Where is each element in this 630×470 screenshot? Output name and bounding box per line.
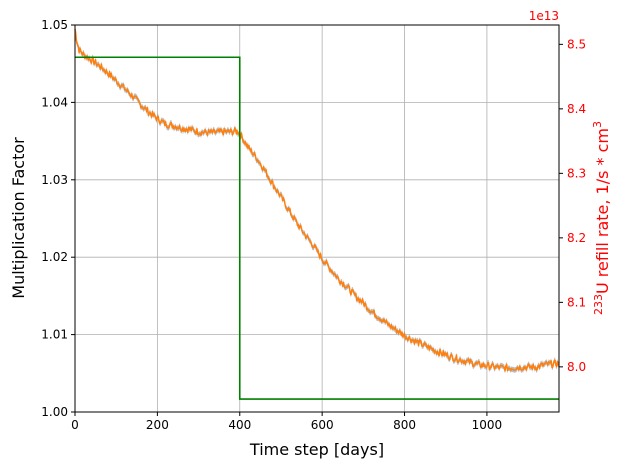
x-tick-label: 1000 — [472, 418, 503, 432]
y-tick-label: 1.00 — [41, 405, 68, 419]
refill-rate-line — [75, 56, 559, 400]
plot-frame — [74, 24, 560, 413]
axes: 0 200 400 600 800 1000 1.00 1.01 1.02 1.03 1.04 1.0… — [41, 18, 586, 432]
y2-axis-title-main: U refill rate, 1/s * cm — [593, 128, 612, 294]
x-tick-label: 0 — [71, 418, 79, 432]
y2-offset-text: 1e13 — [529, 9, 559, 23]
y-tick-label: 1.05 — [41, 18, 68, 32]
x-tick-label: 200 — [146, 418, 169, 432]
y-tick-label: 1.02 — [41, 250, 68, 264]
y2-axis-title-superscript: 233 — [592, 294, 605, 315]
x-tick-label: 600 — [311, 418, 334, 432]
y-tick-label: 1.03 — [41, 173, 68, 187]
y-tick-label: 1.04 — [41, 95, 68, 109]
y2-axis-title-exponent: 3 — [591, 121, 604, 128]
y2-tick-label: 8.2 — [567, 231, 586, 245]
x-tick-label: 800 — [393, 418, 416, 432]
y2-tick-label: 8.4 — [567, 102, 586, 116]
y2-axis-title: 233U refill rate, 1/s * cm3 — [591, 121, 612, 315]
y2-tick-label: 8.0 — [567, 360, 586, 374]
y2-tick-label: 8.1 — [567, 295, 586, 309]
y2-tick-label: 8.3 — [567, 166, 586, 180]
y-tick-label: 1.01 — [41, 328, 68, 342]
x-axis-title: Time step [days] — [249, 440, 384, 459]
plot-area — [74, 26, 560, 400]
y-axis-title: Multiplication Factor — [9, 137, 28, 299]
x-tick-label: 400 — [228, 418, 251, 432]
multiplication-factor-line — [74, 28, 560, 372]
y2-tick-label: 8.5 — [567, 37, 586, 51]
